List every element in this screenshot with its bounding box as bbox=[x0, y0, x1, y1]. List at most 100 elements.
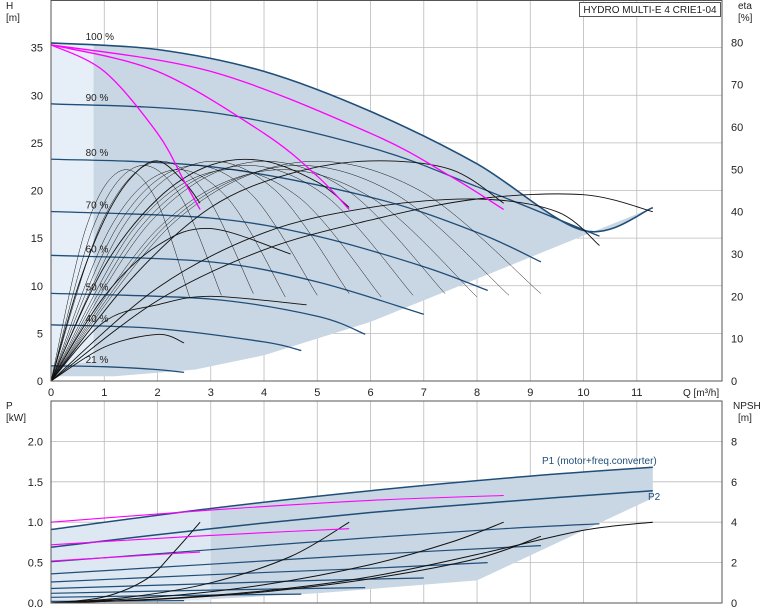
efficiency-curve-thin bbox=[50, 160, 350, 382]
q-tick-label: 10 bbox=[577, 387, 589, 399]
model-label: HYDRO MULTI-E 4 CRIE1-04 bbox=[579, 2, 721, 17]
eta-tick-label: 20 bbox=[731, 291, 743, 303]
envelope-edge bbox=[50, 42, 654, 233]
npsh-curves bbox=[50, 521, 653, 604]
h-tick-label: 35 bbox=[31, 43, 43, 55]
magenta-curve bbox=[50, 44, 350, 210]
p1-curve-label: P1 (motor+freq.converter) bbox=[542, 456, 657, 467]
efficiency-curve-thin bbox=[50, 161, 254, 382]
power-curve bbox=[50, 545, 541, 575]
efficiency-curve bbox=[50, 158, 350, 382]
efficiency-curve-thin bbox=[50, 160, 542, 382]
efficiency-curve-thin bbox=[50, 169, 478, 382]
efficiency-curve-thin bbox=[50, 169, 286, 382]
p-tick-label: 2.0 bbox=[28, 436, 43, 448]
efficiency-curve-thin bbox=[50, 160, 446, 382]
h-tick-label: 0 bbox=[37, 376, 43, 388]
npsh-tick-label: 6 bbox=[731, 477, 737, 489]
speed-labels: 100 % 90 % 80 % 70 % 60 % 50 % 40 % 21 % bbox=[86, 32, 114, 366]
speed-label: 60 % bbox=[86, 244, 109, 255]
h-tick-label: 15 bbox=[31, 233, 43, 245]
speed-label: 21 % bbox=[86, 355, 109, 366]
bottom-frame-rect bbox=[50, 400, 723, 604]
eta-axis-unit: [%] bbox=[738, 13, 753, 24]
top-frame-rect bbox=[50, 0, 723, 382]
power-curve bbox=[50, 587, 366, 594]
power-curve bbox=[50, 466, 653, 531]
speed-label: 40 % bbox=[86, 314, 109, 325]
efficiency-curve bbox=[50, 160, 504, 382]
q-tick-label: 2 bbox=[154, 387, 160, 399]
q-tick-label: 1 bbox=[101, 387, 107, 399]
npsh-curve bbox=[50, 521, 350, 604]
npsh-tick-label: 4 bbox=[731, 517, 737, 529]
p-tick-label: 0.0 bbox=[28, 598, 43, 610]
low-flow-region bbox=[51, 43, 94, 366]
power-magenta-curves bbox=[50, 494, 504, 562]
power-envelope bbox=[51, 467, 653, 602]
power-curve bbox=[50, 523, 600, 563]
power-curves bbox=[50, 466, 653, 602]
p-axis-title: P bbox=[6, 401, 13, 412]
efficiency-curve-thin bbox=[50, 165, 222, 382]
magenta-curves bbox=[50, 44, 505, 211]
npsh-axis-title: NPSH bbox=[733, 401, 761, 412]
efficiency-curve-thin bbox=[50, 165, 318, 382]
npsh-tick-label: 2 bbox=[731, 558, 737, 570]
bottom-panel-frame bbox=[50, 400, 723, 604]
q-tick-label: 9 bbox=[527, 387, 533, 399]
q-tick-label: 0 bbox=[48, 387, 54, 399]
npsh-tick-label: 8 bbox=[731, 436, 737, 448]
top-panel-tick-labels: 0 5 10 15 20 25 30 35 0 10 20 30 40 50 60 70 80 0 1 2 3 4 5 6 7 8… bbox=[31, 37, 744, 399]
eta-tick-label: 30 bbox=[731, 249, 743, 261]
h-tick-label: 10 bbox=[31, 281, 43, 293]
magenta-curve bbox=[50, 44, 201, 210]
magenta-curve bbox=[50, 44, 505, 211]
h-axis-unit: [m] bbox=[6, 13, 20, 24]
h-axis-title: H bbox=[6, 1, 13, 12]
p-tick-label: 1.5 bbox=[28, 477, 43, 489]
power-curve bbox=[50, 562, 488, 583]
q-tick-label: 3 bbox=[208, 387, 214, 399]
efficiency-curve bbox=[50, 193, 653, 382]
q-tick-label: 11 bbox=[631, 387, 642, 399]
power-curve bbox=[50, 577, 424, 590]
efficiency-curve-thin bbox=[50, 169, 382, 382]
speed-label: 90 % bbox=[86, 93, 109, 104]
speed-label: 50 % bbox=[86, 282, 109, 293]
eta-tick-label: 50 bbox=[731, 164, 743, 176]
power-magenta-curve bbox=[50, 528, 350, 546]
efficiency-curve bbox=[50, 295, 307, 382]
power-curve bbox=[50, 489, 653, 548]
envelope-fill bbox=[51, 42, 653, 377]
h-tick-label: 30 bbox=[31, 90, 43, 102]
power-low-flow-region bbox=[51, 508, 211, 602]
qh-curve bbox=[50, 210, 488, 292]
efficiency-curve-thin bbox=[50, 165, 510, 382]
efficiency-curve bbox=[50, 333, 185, 382]
efficiency-curve bbox=[50, 198, 600, 382]
npsh-tick-label: 0 bbox=[731, 598, 737, 610]
npsh-curve bbox=[50, 535, 542, 604]
efficiency-curve bbox=[50, 228, 291, 382]
h-tick-label: 5 bbox=[37, 328, 43, 340]
top-panel-frame bbox=[50, 0, 723, 382]
p-axis-unit: [kW] bbox=[6, 413, 26, 424]
qh-curve bbox=[50, 324, 302, 352]
eta-tick-label: 0 bbox=[731, 376, 737, 388]
npsh-axis-unit: [m] bbox=[738, 413, 752, 424]
power-curve bbox=[50, 593, 302, 598]
power-magenta-curve bbox=[50, 494, 504, 523]
p2-curve-label: P2 bbox=[648, 492, 661, 503]
power-magenta-curve bbox=[50, 551, 201, 562]
qh-curve bbox=[50, 292, 366, 335]
npsh-curve bbox=[50, 521, 504, 604]
q-tick-label: 4 bbox=[261, 387, 267, 399]
q-axis-unit: Q [m³/h] bbox=[683, 388, 719, 399]
speed-label: 70 % bbox=[86, 200, 109, 211]
speed-label: 80 % bbox=[86, 148, 109, 159]
eta-tick-label: 80 bbox=[731, 37, 743, 49]
h-tick-label: 25 bbox=[31, 138, 43, 150]
q-tick-label: 8 bbox=[474, 387, 480, 399]
